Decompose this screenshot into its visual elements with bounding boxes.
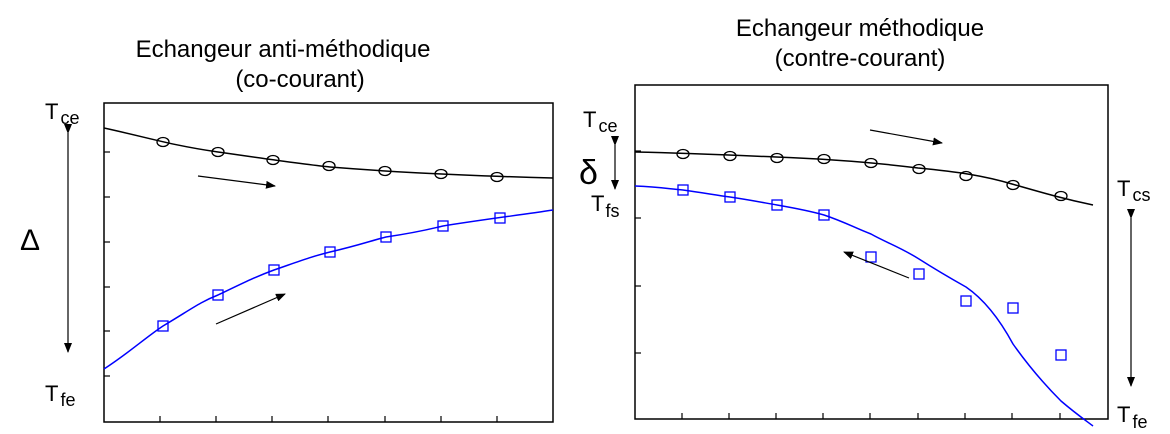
right-hot-marker	[817, 153, 831, 165]
right-hot-marker	[770, 152, 784, 164]
right-cold-marker	[677, 184, 689, 196]
right-panel: Echangeur méthodique (contre-courant)	[579, 15, 1150, 432]
right-hot-marker	[676, 148, 690, 160]
left-hot-marker	[156, 136, 170, 148]
right-plot-frame	[634, 84, 1109, 420]
right-cold-marker	[913, 268, 925, 280]
left-title-line2: (co-courant)	[235, 66, 364, 93]
left-cold-marker	[324, 246, 336, 258]
left-cold-marker	[494, 212, 506, 224]
left-cold-marker	[268, 264, 280, 276]
left-cold-marker	[212, 289, 224, 301]
left-cold-markers	[157, 212, 506, 332]
right-cold-marker	[724, 191, 736, 203]
left-cold-marker	[157, 320, 169, 332]
left-hot-marker	[266, 154, 280, 166]
right-hot-marker	[723, 150, 737, 162]
left-cold-marker	[437, 220, 449, 232]
right-hot-flow-arrow	[869, 129, 943, 146]
right-title-line2: (contre-courant)	[775, 45, 946, 72]
right-cold-marker	[1007, 302, 1019, 314]
left-hot-marker	[322, 160, 336, 172]
right-hot-markers	[676, 148, 1068, 202]
right-cold-flow-arrow	[843, 251, 910, 279]
right-delta-symbol: δ	[579, 154, 598, 192]
right-cold-marker	[960, 295, 972, 307]
right-cold-marker	[818, 209, 830, 221]
right-cold-markers	[677, 184, 1067, 361]
right-cold-marker	[1055, 349, 1067, 361]
left-cold-curve	[103, 209, 554, 370]
left-hot-markers	[156, 136, 504, 183]
left-hot-marker	[490, 171, 504, 183]
right-hot-marker	[1006, 179, 1020, 191]
right-ticks	[635, 150, 1061, 419]
right-hot-curve	[634, 151, 1094, 206]
right-cold-marker	[771, 199, 783, 211]
right-cold-marker	[865, 251, 877, 263]
left-title-line1: Echangeur anti-méthodique	[136, 36, 431, 63]
right-label-tfs: Tfs	[591, 191, 619, 221]
left-hot-marker	[434, 168, 448, 180]
left-delta-symbol: Δ	[20, 224, 40, 257]
left-ticks	[104, 151, 498, 422]
right-hot-marker	[959, 170, 973, 182]
right-hot-marker	[864, 157, 878, 169]
left-hot-flow-arrow	[197, 175, 276, 189]
left-hot-curve	[103, 127, 554, 179]
right-cold-curve	[634, 185, 1094, 427]
left-cold-marker	[380, 231, 392, 243]
left-hot-marker	[378, 165, 392, 177]
left-panel: Echangeur anti-méthodique (co-courant)	[20, 36, 554, 423]
left-hot-marker	[211, 146, 225, 158]
right-hot-marker	[1054, 190, 1068, 202]
left-cold-flow-arrow	[215, 293, 286, 325]
right-title-line1: Echangeur méthodique	[736, 15, 984, 42]
right-hot-marker	[912, 163, 926, 175]
left-plot-frame	[103, 102, 554, 423]
